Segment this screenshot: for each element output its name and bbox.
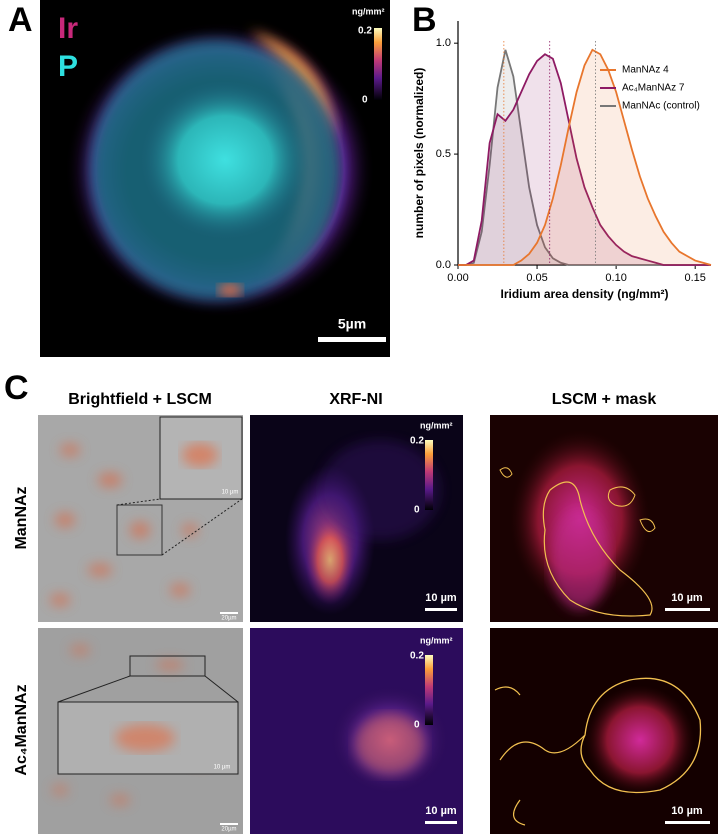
scale-bar-label: 20µm bbox=[221, 827, 236, 833]
channel-label: P bbox=[58, 50, 78, 83]
panel-label: C bbox=[4, 369, 29, 407]
colorbar-max: 0.2 bbox=[410, 436, 424, 447]
legend-label: Ac₄ManNAz 7 bbox=[622, 83, 685, 94]
colorbar bbox=[374, 28, 382, 100]
colorbar-min: 0 bbox=[414, 505, 420, 516]
line bbox=[458, 48, 712, 266]
row-label: Ac₄ManNAz bbox=[13, 684, 30, 775]
colorbar-unit: ng/mm² bbox=[420, 635, 453, 645]
colorbar-max: 0.2 bbox=[358, 26, 372, 37]
panel-a-image bbox=[40, 0, 390, 357]
brightfield-image bbox=[38, 628, 243, 834]
colorbar-max: 0.2 bbox=[410, 651, 424, 662]
scale-bar-label: 10 µm bbox=[425, 805, 457, 817]
y-tick-label: 0.0 bbox=[436, 259, 451, 271]
column-header: XRF-NI bbox=[329, 391, 382, 408]
legend-label: ManNAc (control) bbox=[622, 101, 700, 112]
colorbar-unit: ng/mm² bbox=[352, 6, 385, 16]
x-tick-label: 0.15 bbox=[684, 272, 705, 284]
y-tick-label: 0.5 bbox=[436, 148, 451, 160]
x-axis-label: Iridium area density (ng/mm²) bbox=[500, 287, 668, 301]
area bbox=[458, 49, 711, 265]
channel-label: Ir bbox=[58, 12, 78, 45]
scale-bar-label: 5µm bbox=[338, 316, 366, 332]
y-tick-label: 1.0 bbox=[436, 37, 451, 49]
xrf-image bbox=[250, 628, 463, 834]
x-tick-label: 0.05 bbox=[526, 272, 547, 284]
scale-bar-label: 10 µm bbox=[671, 805, 703, 817]
brightfield-image bbox=[38, 415, 243, 622]
xrf-image bbox=[250, 415, 463, 622]
column-header: LSCM + mask bbox=[552, 391, 657, 408]
row-label: ManNAz bbox=[13, 486, 30, 549]
scale-bar-label: 10 µm bbox=[671, 592, 703, 604]
scale-bar bbox=[318, 337, 386, 342]
area bbox=[458, 54, 711, 265]
inset-scale-bar-label: 10 µm bbox=[222, 490, 239, 496]
area bbox=[458, 49, 711, 265]
colorbar-unit: ng/mm² bbox=[420, 420, 453, 430]
scale-bar-label: 20µm bbox=[221, 616, 236, 622]
legend-label: ManNAz 4 bbox=[622, 65, 669, 76]
colorbar-min: 0 bbox=[362, 95, 368, 106]
colorbar-min: 0 bbox=[414, 720, 420, 731]
line bbox=[458, 53, 711, 266]
y-axis-label: number of pixels (normalized) bbox=[412, 68, 426, 239]
x-tick-label: 0.10 bbox=[605, 272, 626, 284]
mask-image bbox=[490, 628, 718, 834]
inset-scale-bar-label: 10 µm bbox=[214, 765, 231, 771]
column-header: Brightfield + LSCM bbox=[68, 391, 212, 408]
panel-label: B bbox=[412, 1, 437, 39]
panel-label: A bbox=[8, 1, 33, 39]
chart: 0.0 0.5 1.0 0.00 0.05 0.10 0.15 Iridium area de… bbox=[412, 21, 712, 301]
x-tick-label: 0.00 bbox=[447, 272, 468, 284]
scale-bar-label: 10 µm bbox=[425, 592, 457, 604]
mask-image bbox=[490, 415, 718, 622]
